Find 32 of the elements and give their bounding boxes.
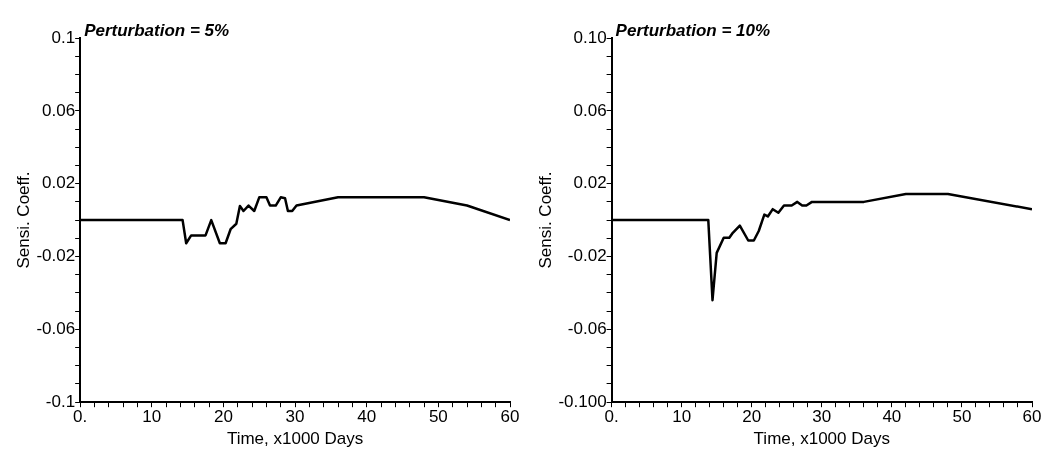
y-tick-label: -0.1 bbox=[45, 391, 76, 411]
y-axis-title: Sensi. Coeff. bbox=[13, 171, 33, 269]
x-tick-label: 30 bbox=[812, 407, 832, 427]
y-axis-title: Sensi. Coeff. bbox=[535, 171, 555, 269]
x-tick-label: 40 bbox=[357, 407, 377, 427]
y-tick-label: 0.10 bbox=[573, 27, 607, 47]
y-tick-label: -0.06 bbox=[567, 319, 607, 339]
y-tick-label: -0.100 bbox=[558, 391, 607, 411]
y-tick-label: 0.02 bbox=[42, 173, 76, 193]
x-tick-label: 0. bbox=[604, 407, 619, 427]
x-tick-label: 20 bbox=[213, 407, 233, 427]
y-tick-label: 0.06 bbox=[42, 100, 76, 120]
x-tick-label: 0. bbox=[73, 407, 88, 427]
chart-title: Perturbation = 10% bbox=[615, 21, 771, 41]
x-tick-label: 50 bbox=[428, 407, 448, 427]
x-tick-label: 10 bbox=[672, 407, 692, 427]
x-tick-label: 20 bbox=[742, 407, 762, 427]
x-tick-label: 60 bbox=[500, 407, 520, 427]
x-tick-label: 60 bbox=[1022, 407, 1042, 427]
y-tick-label: -0.02 bbox=[36, 246, 76, 266]
chart-title: Perturbation = 5% bbox=[84, 21, 230, 41]
y-tick-label: 0.02 bbox=[573, 173, 607, 193]
x-tick-label: 30 bbox=[285, 407, 305, 427]
x-tick-label: 50 bbox=[952, 407, 972, 427]
x-tick-label: 10 bbox=[142, 407, 162, 427]
x-tick-label: 40 bbox=[882, 407, 902, 427]
y-tick-label: 0.06 bbox=[573, 100, 607, 120]
x-axis-title: Time, x1000 Days bbox=[226, 429, 364, 449]
x-axis-title: Time, x1000 Days bbox=[753, 429, 890, 449]
y-tick-label: 0.1 bbox=[51, 27, 76, 47]
y-tick-label: -0.02 bbox=[567, 246, 607, 266]
y-tick-label: -0.06 bbox=[36, 319, 76, 339]
